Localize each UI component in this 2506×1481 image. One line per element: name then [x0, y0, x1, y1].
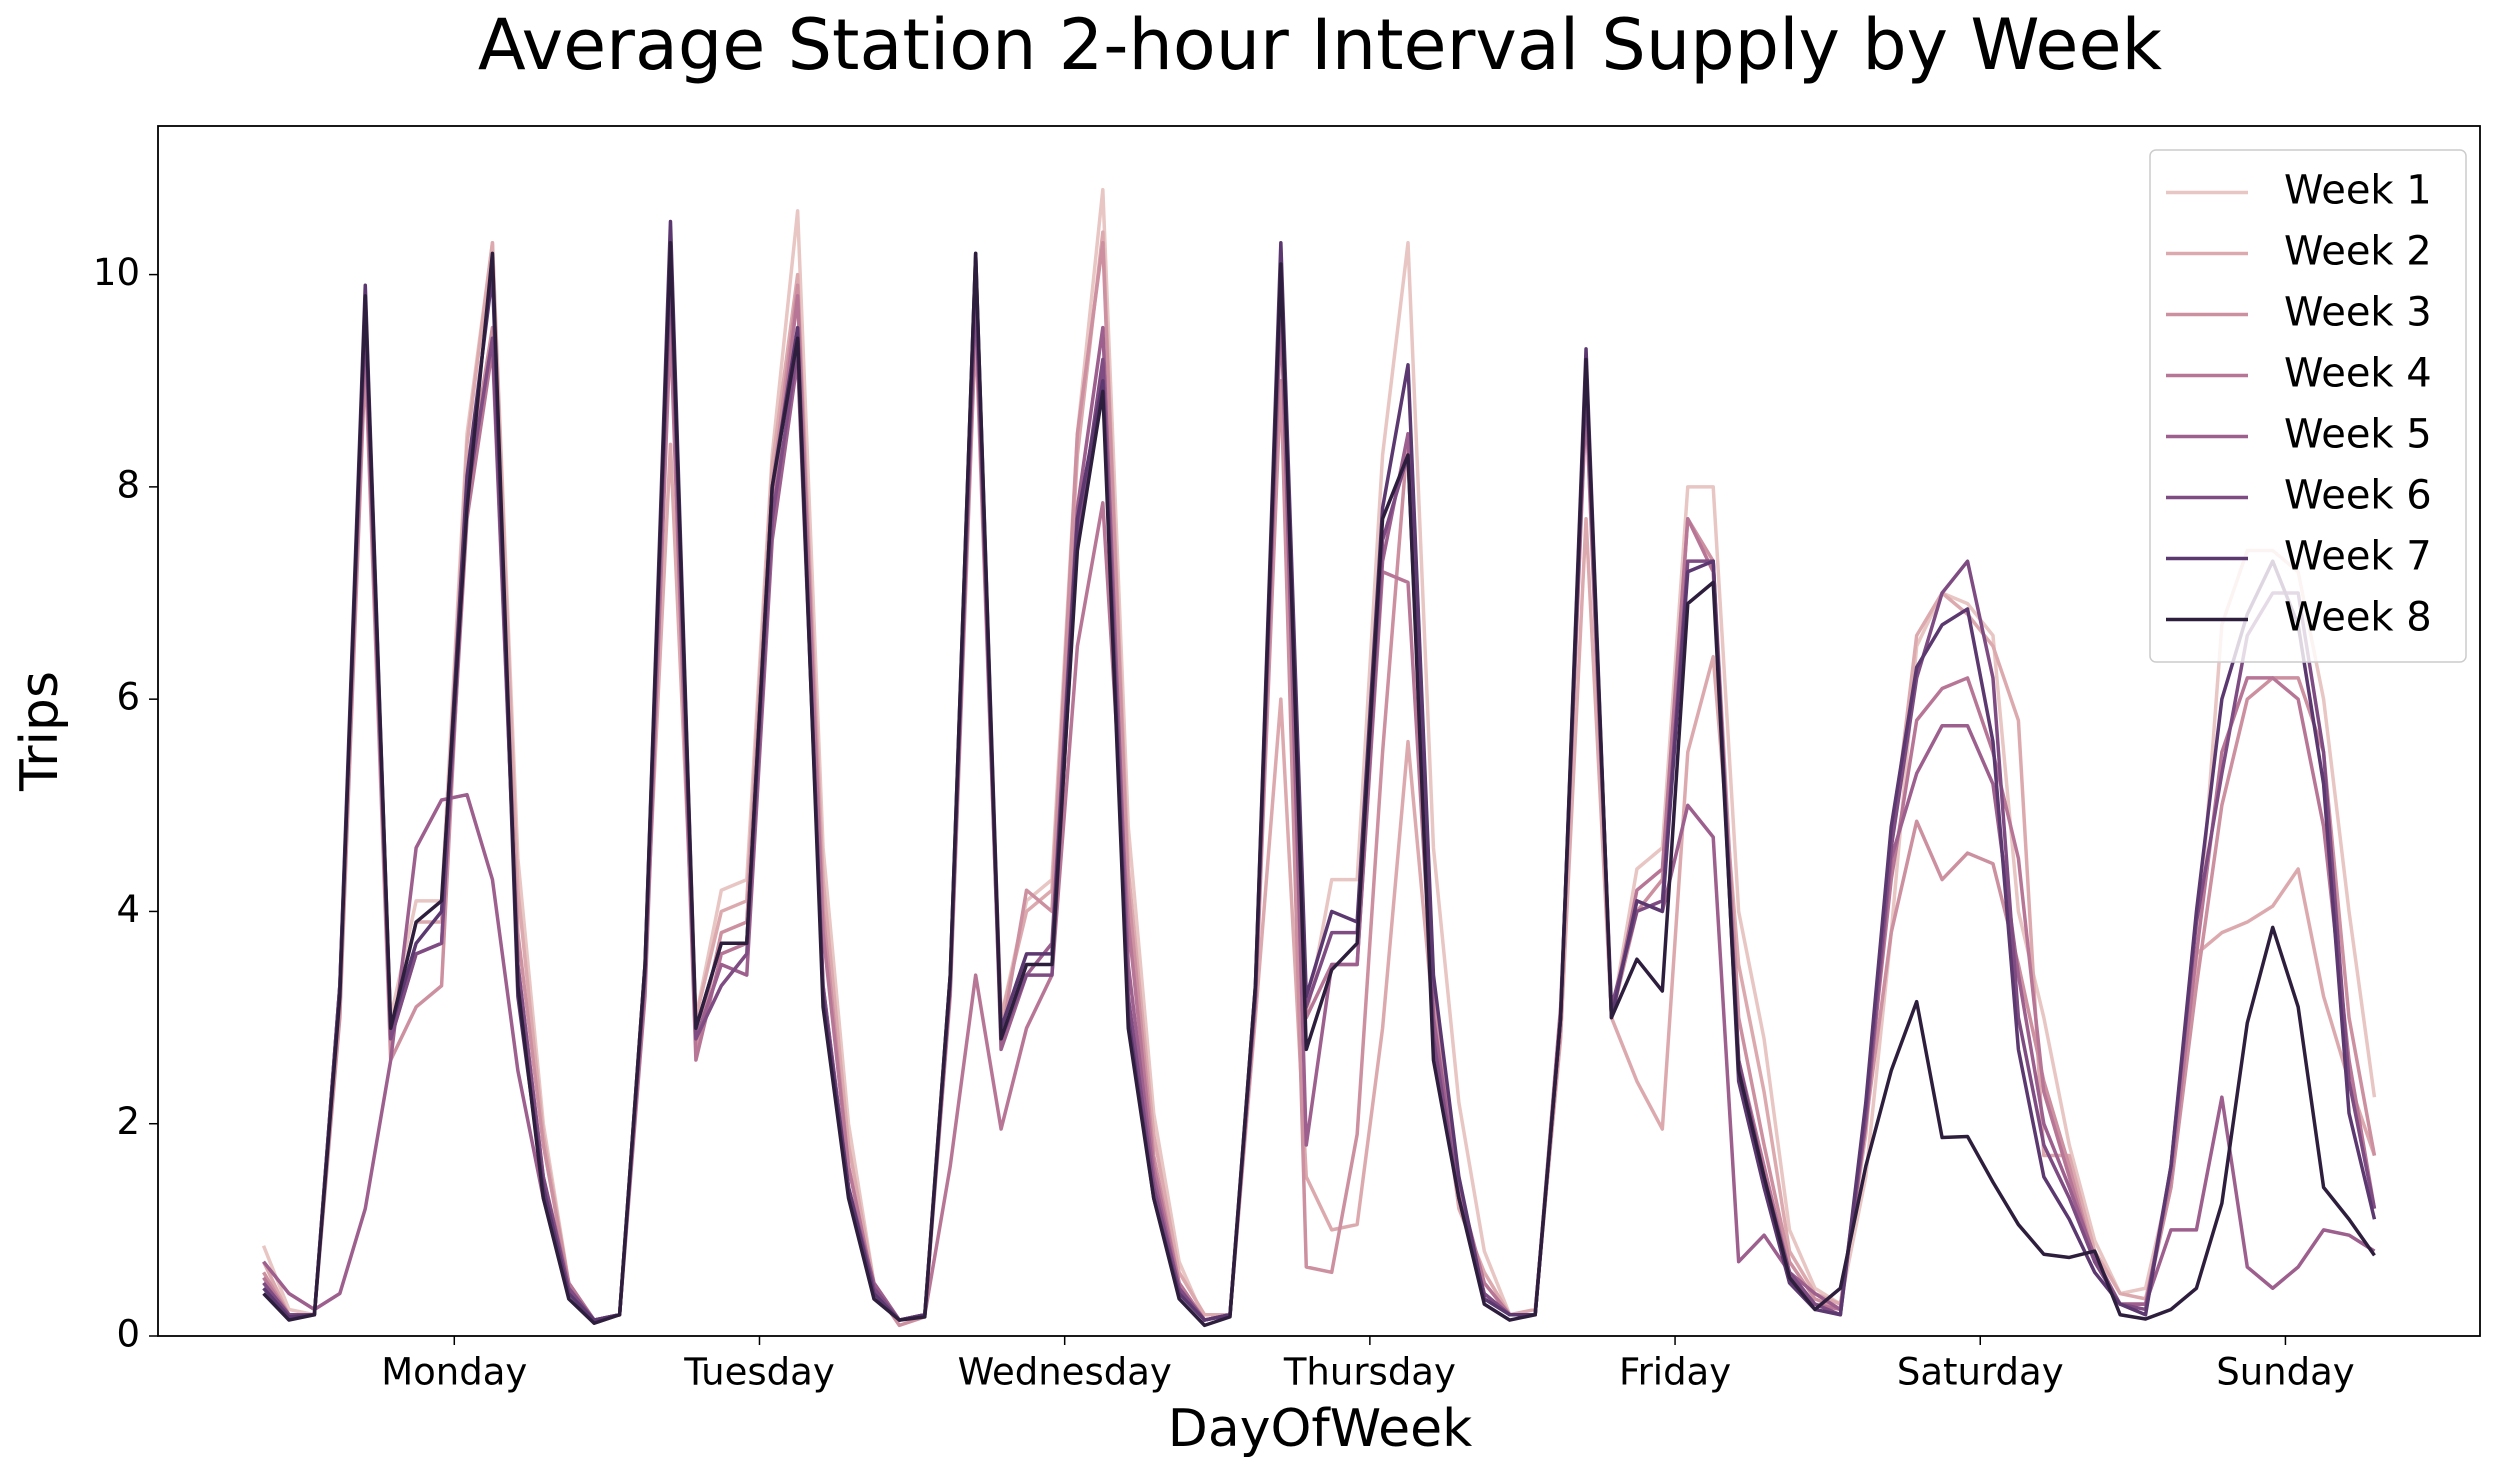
x-tick-label: Tuesday [683, 1351, 835, 1394]
legend-label: Week 7 [2284, 534, 2432, 580]
x-tick-label: Sunday [2216, 1351, 2354, 1394]
y-tick-label: 8 [116, 463, 140, 506]
series-line [262, 272, 2376, 1322]
y-tick-label: 10 [93, 251, 140, 294]
x-tick-label: Wednesday [958, 1351, 1172, 1394]
series-line [262, 294, 2377, 1322]
x-tick-label: Friday [1619, 1351, 1731, 1394]
y-axis-label: Trips [10, 671, 70, 792]
legend-label: Week 1 [2284, 168, 2432, 214]
y-tick-label: 6 [116, 676, 140, 719]
legend-label: Week 4 [2284, 351, 2432, 397]
y-tick-label: 4 [116, 888, 140, 931]
series-line [262, 241, 2376, 1328]
x-tick-label: Thursday [1283, 1351, 1456, 1394]
legend-label: Week 8 [2284, 595, 2432, 641]
chart-title: Average Station 2-hour Interval Supply b… [478, 4, 2163, 86]
legend-box [2149, 149, 2467, 663]
x-axis-label: DayOfWeek [1168, 1399, 1472, 1459]
legend: Week 1 Week 2 Week 3 Week 4 Week 5 Week 6 Week… [2149, 149, 2467, 663]
plot-frame [157, 125, 2481, 1337]
legend-label: Week 2 [2284, 229, 2432, 275]
x-tick-label: Monday [381, 1351, 527, 1394]
legend-label: Week 6 [2284, 473, 2432, 519]
y-tick-label: 2 [116, 1100, 140, 1143]
legend-label: Week 5 [2284, 412, 2432, 458]
series-line [261, 187, 2377, 1326]
x-tick-label: Saturday [1897, 1351, 2064, 1394]
legend-label: Week 3 [2284, 290, 2432, 336]
y-tick-label: 0 [116, 1313, 140, 1356]
